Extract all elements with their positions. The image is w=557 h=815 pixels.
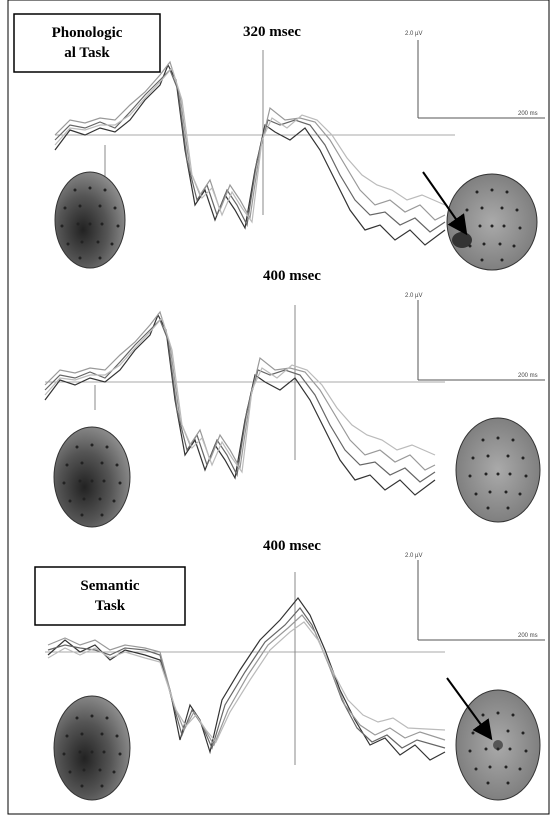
task-box (14, 14, 160, 72)
amplitude-scale: 2.0 µV (405, 553, 422, 559)
time-scale: 200 ms (518, 633, 538, 639)
time-scale: 200 ms (518, 111, 538, 117)
task-label: Phonologic (52, 25, 123, 41)
head-map (54, 696, 130, 800)
amplitude-scale: 2.0 µV (405, 293, 422, 299)
head-map (55, 172, 125, 268)
time-scale: 200 ms (518, 373, 538, 379)
latency-label: 320 msec (243, 24, 301, 40)
task-label: al Task (64, 45, 110, 61)
latency-label: 400 msec (263, 538, 321, 554)
head-map (456, 418, 540, 522)
figure: Phonologic al Task 320 msec 2.0 µV 200 m… (0, 0, 557, 815)
amplitude-scale: 2.0 µV (405, 31, 422, 37)
task-label: Task (95, 598, 126, 614)
task-label: Semantic (80, 578, 140, 594)
panel: 400 msec Semantic Task 2.0 µV 200 ms (35, 538, 545, 800)
task-box (35, 567, 185, 625)
panel: Phonologic al Task 320 msec 2.0 µV 200 m… (14, 14, 545, 270)
panel: 400 msec 2.0 µV 200 ms (45, 268, 545, 527)
head-map (447, 174, 537, 270)
latency-label: 400 msec (263, 268, 321, 284)
head-map (54, 427, 130, 527)
